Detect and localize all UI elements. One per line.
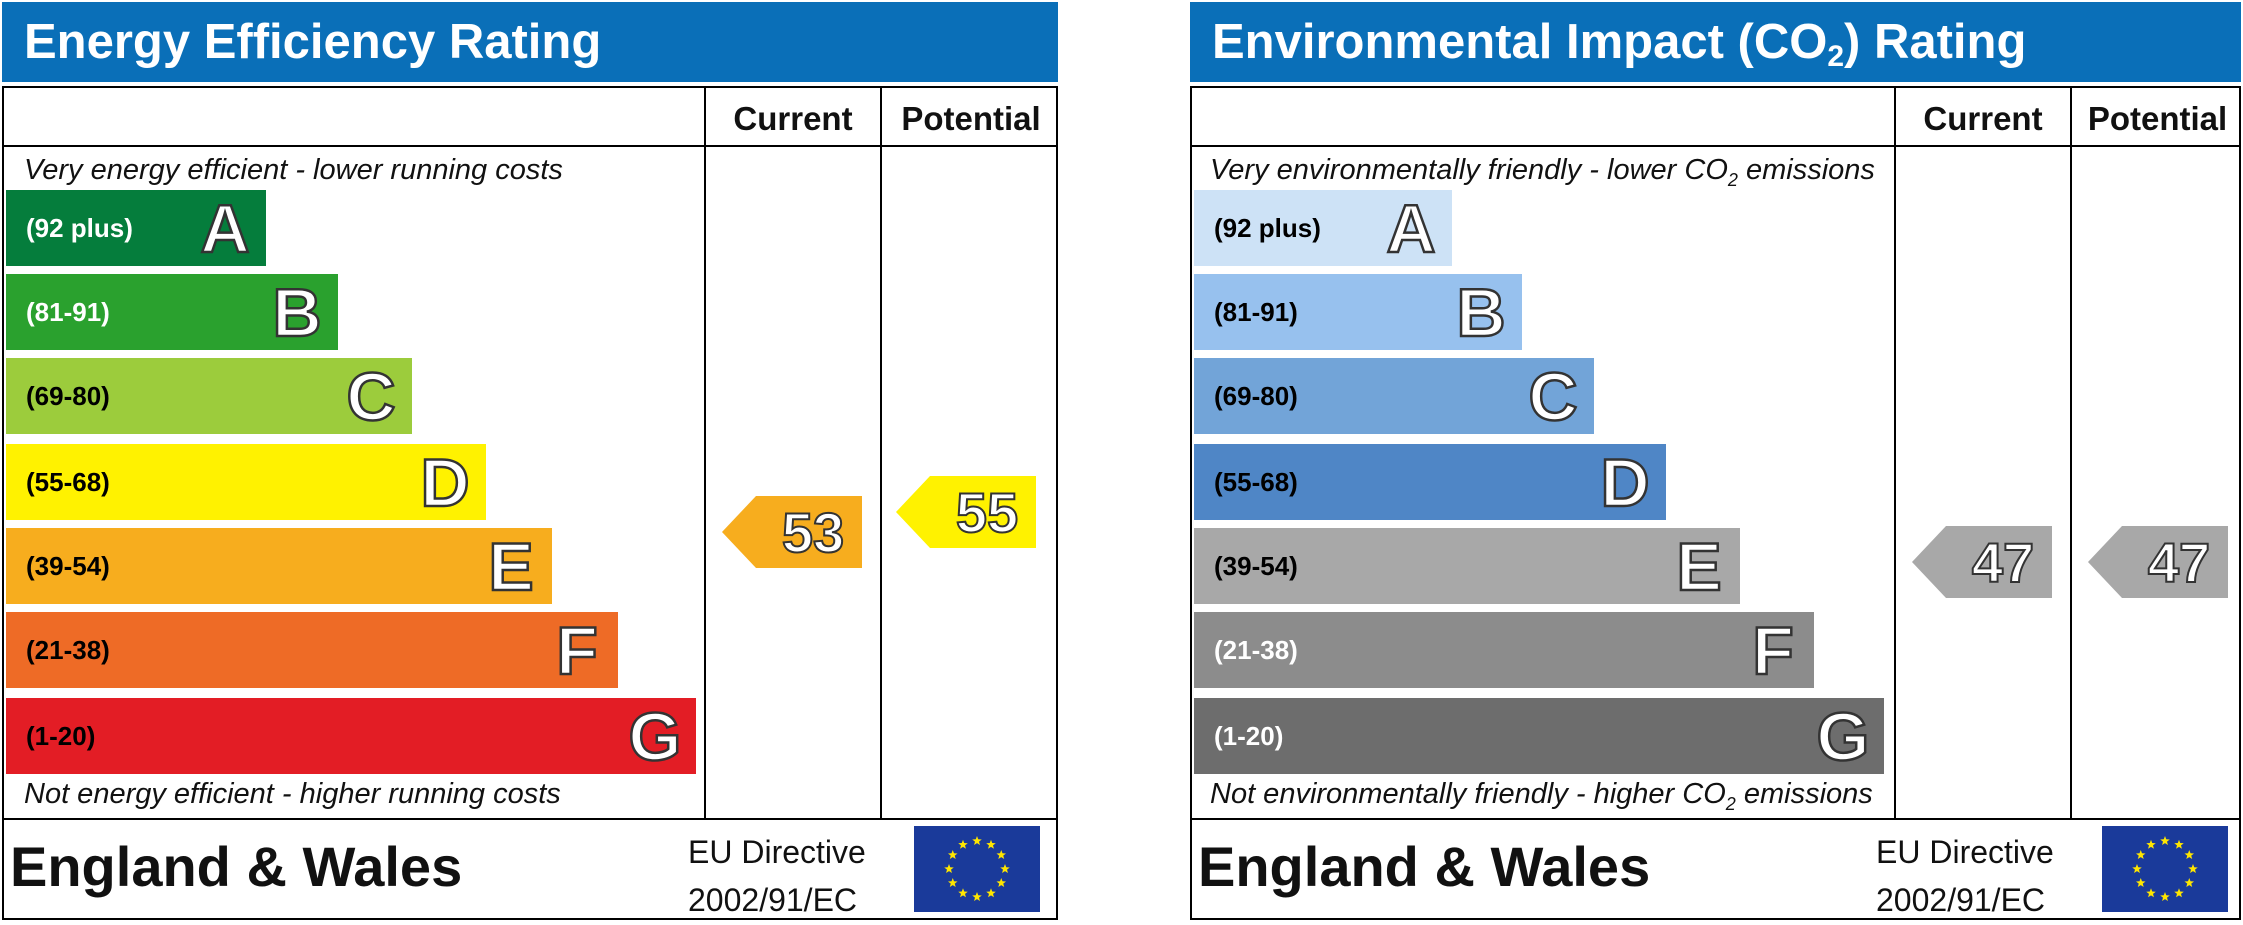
band-b: (81-91) B [1194,274,1522,350]
band-d: (55-68) D [1194,444,1666,520]
band-e: (39-54) E [1194,528,1740,604]
col-current-header: Current [1923,100,2043,137]
bottom-note-part1: Not environmentally friendly - higher CO [1210,778,1726,810]
band-range: (21-38) [26,635,110,665]
band-range: (1-20) [1214,721,1284,751]
band-range: (81-91) [26,297,110,327]
col-potential-header: Potential [901,100,1041,137]
energy-title: Energy Efficiency Rating [2,2,1058,82]
band-letter: C [346,362,395,430]
band-a: (92 plus) A [1194,190,1452,266]
band-a: (92 plus) A [6,190,266,266]
directive-line2: 2002/91/EC [1876,882,2046,918]
bottom-note-sub: 2 [1725,793,1736,814]
divider-potential [880,88,882,818]
divider-potential [2070,88,2072,818]
band-range: (1-20) [26,721,96,751]
band-range: (92 plus) [1214,213,1321,243]
band-d: (55-68) D [6,444,486,520]
band-e: (39-54) E [6,528,552,604]
rating-value: 53 [782,501,844,564]
band-c: (69-80) C [6,358,412,434]
header-divider [1192,145,2239,147]
band-f: (21-38) F [6,612,618,688]
rating-value: 55 [956,481,1018,544]
band-letter: G [1817,702,1870,770]
band-letter: G [629,702,682,770]
directive-line1: EU Directive [688,834,866,870]
band-letter: D [420,448,469,516]
potential-rating-arrow: 55 [896,476,1036,548]
header-divider [4,145,1056,147]
band-letter: A [200,194,249,262]
band-c: (69-80) C [1194,358,1594,434]
eu-flag-icon [2102,826,2228,912]
band-b: (81-91) B [6,274,338,350]
directive-text: EU Directive 2002/91/EC [1876,828,2054,924]
band-range: (92 plus) [26,213,133,243]
bottom-note: Not energy efficient - higher running co… [24,778,561,810]
bottom-note-part2: emissions [1735,778,1873,810]
region-label: England & Wales [1198,835,1651,898]
environmental-impact-panel: Environmental Impact (CO2) Rating Curren… [1188,0,2243,925]
footer-divider [1192,818,2239,820]
band-range: (39-54) [1214,551,1298,581]
band-letter: F [556,616,598,684]
band-letter: A [1386,194,1435,262]
band-letter: C [1528,362,1577,430]
band-range: (55-68) [1214,467,1298,497]
band-g: (1-20) G [6,698,696,774]
band-g: (1-20) G [1194,698,1884,774]
footer-divider [4,818,1056,820]
environment-title-sub: 2 [1827,40,1845,73]
band-letter: E [1676,532,1721,600]
band-range: (55-68) [26,467,110,497]
environment-title: Environmental Impact (CO2) Rating [1190,2,2241,82]
energy-efficiency-panel: Energy Efficiency Rating Current Potenti… [0,0,1060,925]
environment-title-part1: Environmental Impact (CO [1212,15,1828,69]
band-letter: E [488,532,533,600]
energy-frame: Current Potential Very energy efficient … [2,86,1058,920]
environment-title-part2: ) Rating [1844,15,2027,69]
band-range: (69-80) [1214,381,1298,411]
band-f: (21-38) F [1194,612,1814,688]
band-range: (81-91) [1214,297,1298,327]
band-range: (21-38) [1214,635,1298,665]
potential-rating-arrow: 47 [2088,526,2228,598]
band-letter: F [1752,616,1794,684]
band-letter: D [1600,448,1649,516]
directive-line2: 2002/91/EC [688,882,858,918]
top-note-part2: emissions [1737,154,1875,186]
top-note: Very environmentally friendly - lower CO… [1210,154,1875,191]
directive-text: EU Directive 2002/91/EC [688,828,866,924]
col-potential-header: Potential [2087,100,2228,137]
divider-current [704,88,706,818]
bottom-note: Not environmentally friendly - higher CO… [1210,778,1873,815]
top-note-part1: Very environmentally friendly - lower CO [1210,154,1728,186]
col-current-header: Current [733,100,853,137]
band-range: (69-80) [26,381,110,411]
region-label: England & Wales [10,835,463,898]
rating-value: 47 [1972,531,2034,594]
top-note: Very energy efficient - lower running co… [24,154,563,186]
directive-line1: EU Directive [1876,834,2054,870]
current-rating-arrow: 47 [1912,526,2052,598]
environment-frame: Current Potential Very environmentally f… [1190,86,2241,920]
band-letter: B [1456,278,1505,346]
band-range: (39-54) [26,551,110,581]
top-note-sub: 2 [1727,169,1738,190]
rating-value: 47 [2148,531,2210,594]
divider-current [1894,88,1896,818]
current-rating-arrow: 53 [722,496,862,568]
band-letter: B [272,278,321,346]
eu-flag-icon [914,826,1040,912]
